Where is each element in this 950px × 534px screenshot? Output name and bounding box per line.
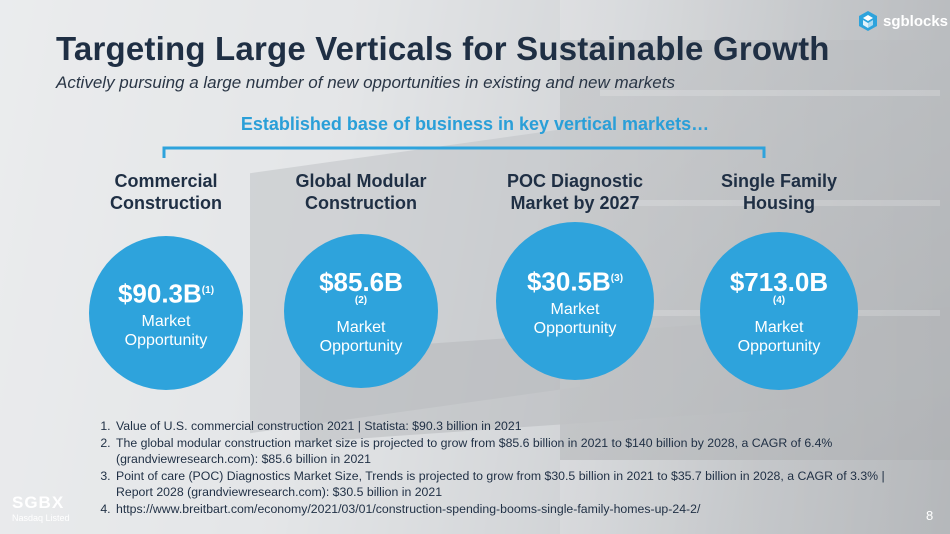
market-description: Market Opportunity (533, 301, 617, 338)
company-logo: sgblocks (857, 10, 948, 32)
sgblocks-logo-icon (859, 11, 877, 31)
vertical-label: Global Modular Construction (295, 171, 427, 213)
bracket-line (162, 146, 766, 158)
ticker-badge: SGBX Nasdaq Listed (12, 493, 70, 523)
footnote-item: Point of care (POC) Diagnostics Market S… (114, 468, 886, 501)
established-heading: Established base of business in key vert… (240, 114, 710, 134)
vertical-single-family-housing: Single Family Housing $713.0B (4) Market… (684, 170, 874, 390)
footnotes-list: Value of U.S. commercial construction 20… (86, 418, 886, 517)
vertical-label: POC Diagnostic Market by 2027 (506, 171, 644, 213)
page-subtitle: Actively pursuing a large number of new … (56, 73, 675, 92)
market-description: Market Opportunity (737, 318, 821, 355)
market-circle: $30.5B(3) Market Opportunity (496, 222, 654, 380)
vertical-label: Single Family Housing (720, 171, 838, 213)
footnote-link[interactable]: https://www.breitbart.com/economy/2021/0… (114, 501, 886, 518)
market-circle: $85.6B (2) Market Opportunity (284, 234, 438, 388)
market-amount: $713.0B (729, 266, 829, 297)
footnote-item: The global modular construction market s… (114, 435, 886, 468)
market-footnote-ref: (4) (772, 294, 786, 306)
page-title: Targeting Large Verticals for Sustainabl… (56, 30, 830, 67)
market-circle: $713.0B (4) Market Opportunity (700, 232, 858, 390)
vertical-commercial-construction: Commercial Construction $90.3B(1) Market… (71, 170, 261, 390)
footnote-item: Value of U.S. commercial construction 20… (114, 418, 886, 435)
ticker-exchange: Nasdaq Listed (12, 513, 70, 523)
vertical-label: Commercial Construction (110, 171, 222, 213)
ticker-symbol: SGBX (12, 493, 65, 512)
market-amount: $30.5B(3) (526, 266, 624, 297)
logo-text: sgblocks (883, 12, 949, 30)
market-footnote-ref: (2) (354, 294, 368, 306)
market-amount: $90.3B(1) (117, 278, 215, 309)
vertical-global-modular-construction: Global Modular Construction $85.6B (2) M… (266, 170, 456, 388)
market-amount: $85.6B (319, 266, 403, 297)
page-number: 8 (926, 508, 934, 523)
market-circle: $90.3B(1) Market Opportunity (89, 236, 243, 390)
market-description: Market Opportunity (124, 313, 208, 350)
vertical-poc-diagnostic: POC Diagnostic Market by 2027 $30.5B(3) … (480, 170, 670, 380)
market-description: Market Opportunity (319, 318, 403, 355)
